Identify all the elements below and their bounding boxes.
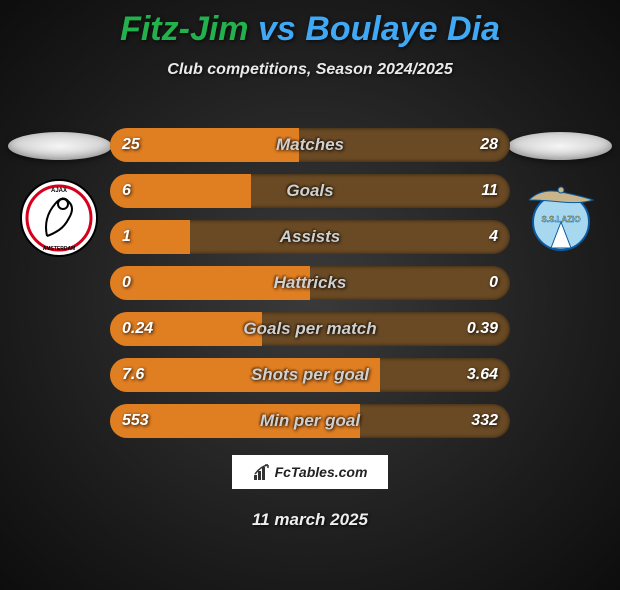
stat-value-right: 11 (481, 174, 498, 208)
svg-text:S.S.LAZIO: S.S.LAZIO (541, 215, 580, 224)
date-text: 11 march 2025 (0, 510, 620, 530)
player1-name: Fitz-Jim (120, 10, 248, 48)
stat-label: Goals per match (110, 312, 510, 346)
club-crest-left: AJAX AMSTERDAM (19, 178, 99, 258)
stat-bar-row: Assists1 4 (110, 220, 510, 254)
stat-value-left: 0 (122, 266, 131, 300)
comparison-title: Fitz-Jim vs Boulaye Dia (0, 10, 620, 49)
player2-name: Boulaye Dia (305, 10, 500, 48)
stat-value-right: 4 (489, 220, 498, 254)
svg-text:AMSTERDAM: AMSTERDAM (43, 246, 76, 252)
stats-bars: Matches25 28 Goals6 11 Assists1 4 Hattricks0 0 G… (110, 128, 510, 450)
stat-label: Matches (110, 128, 510, 162)
stat-value-left: 1 (122, 220, 131, 254)
watermark: FcTables.com (232, 455, 388, 489)
watermark-text: FcTables.com (275, 464, 368, 480)
stat-label: Shots per goal (110, 358, 510, 392)
stat-value-right: 332 (471, 404, 498, 438)
spotlight-right (508, 132, 612, 160)
stat-value-left: 7.6 (122, 358, 144, 392)
club-crest-right: S.S.LAZIO (521, 178, 601, 258)
stat-bar-row: Shots per goal7.6 3.64 (110, 358, 510, 392)
stat-value-right: 28 (480, 128, 498, 162)
stat-label: Goals (110, 174, 510, 208)
stat-bar-row: Min per goal553 332 (110, 404, 510, 438)
subtitle: Club competitions, Season 2024/2025 (0, 61, 620, 79)
stat-label: Assists (110, 220, 510, 254)
stat-bar-row: Matches25 28 (110, 128, 510, 162)
stat-value-right: 0.39 (467, 312, 498, 346)
fctables-logo-icon (253, 463, 271, 481)
svg-text:AJAX: AJAX (51, 188, 67, 194)
stat-value-right: 3.64 (467, 358, 498, 392)
stat-value-left: 553 (122, 404, 149, 438)
stat-bar-row: Hattricks0 0 (110, 266, 510, 300)
title-vs: vs (258, 10, 296, 48)
stat-label: Min per goal (110, 404, 510, 438)
stat-value-left: 0.24 (122, 312, 153, 346)
stat-value-left: 6 (122, 174, 131, 208)
spotlight-left (8, 132, 112, 160)
stat-bar-row: Goals6 11 (110, 174, 510, 208)
stat-value-left: 25 (122, 128, 140, 162)
ajax-crest-icon: AJAX AMSTERDAM (19, 178, 99, 258)
lazio-crest-icon: S.S.LAZIO (521, 178, 601, 258)
stat-label: Hattricks (110, 266, 510, 300)
stat-bar-row: Goals per match0.24 0.39 (110, 312, 510, 346)
stat-value-right: 0 (489, 266, 498, 300)
